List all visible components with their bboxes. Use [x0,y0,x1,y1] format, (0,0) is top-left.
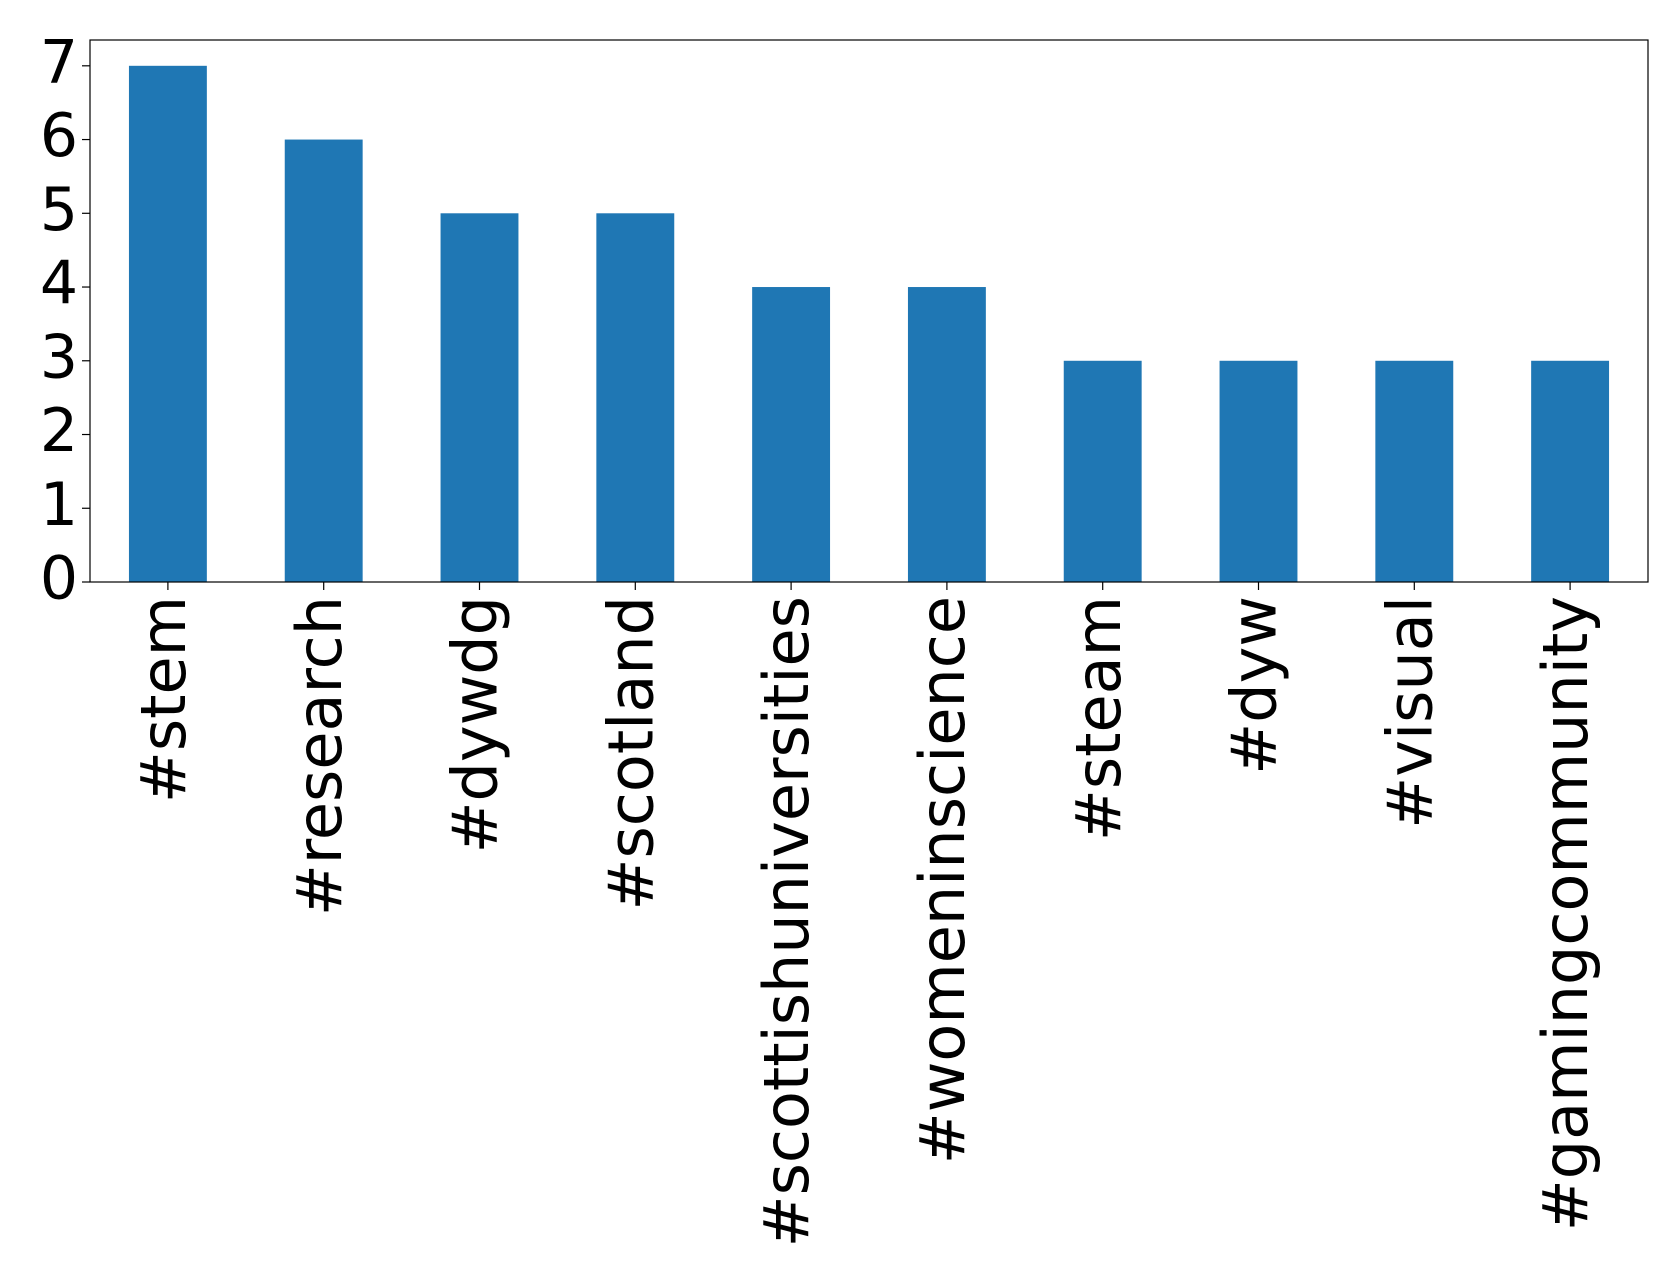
x-tick-label: #scotland [594,596,667,910]
y-tick-label: 7 [40,27,78,97]
bar [596,213,675,582]
bar [1063,360,1142,582]
bar [752,287,831,582]
bar [128,65,207,583]
bar [1219,360,1298,582]
y-tick-label: 4 [40,249,78,319]
bar [1375,360,1454,582]
x-tick-label: #steam [1062,596,1135,841]
y-tick-label: 6 [40,101,78,171]
y-tick-label: 5 [40,175,78,245]
bar [907,287,986,582]
plot-frame [89,39,1649,583]
x-tick-label: #womeninscience [906,596,979,1164]
x-tick-label: #dyw [1218,596,1291,775]
y-tick-label: 0 [40,544,78,614]
bar [284,139,363,582]
x-tick-label: #research [283,596,356,916]
bar [1531,360,1610,582]
x-tick-label: #scottishuniversities [750,596,823,1247]
y-tick-label: 2 [40,396,78,466]
bar [440,213,519,582]
x-tick-label: #visual [1373,596,1446,829]
y-tick-label: 3 [40,322,78,392]
x-tick-label: #gamingcommunity [1529,596,1602,1231]
x-tick-label: #stem [127,596,200,803]
x-tick-label: #dywdg [439,596,512,853]
y-tick-label: 1 [40,470,78,540]
